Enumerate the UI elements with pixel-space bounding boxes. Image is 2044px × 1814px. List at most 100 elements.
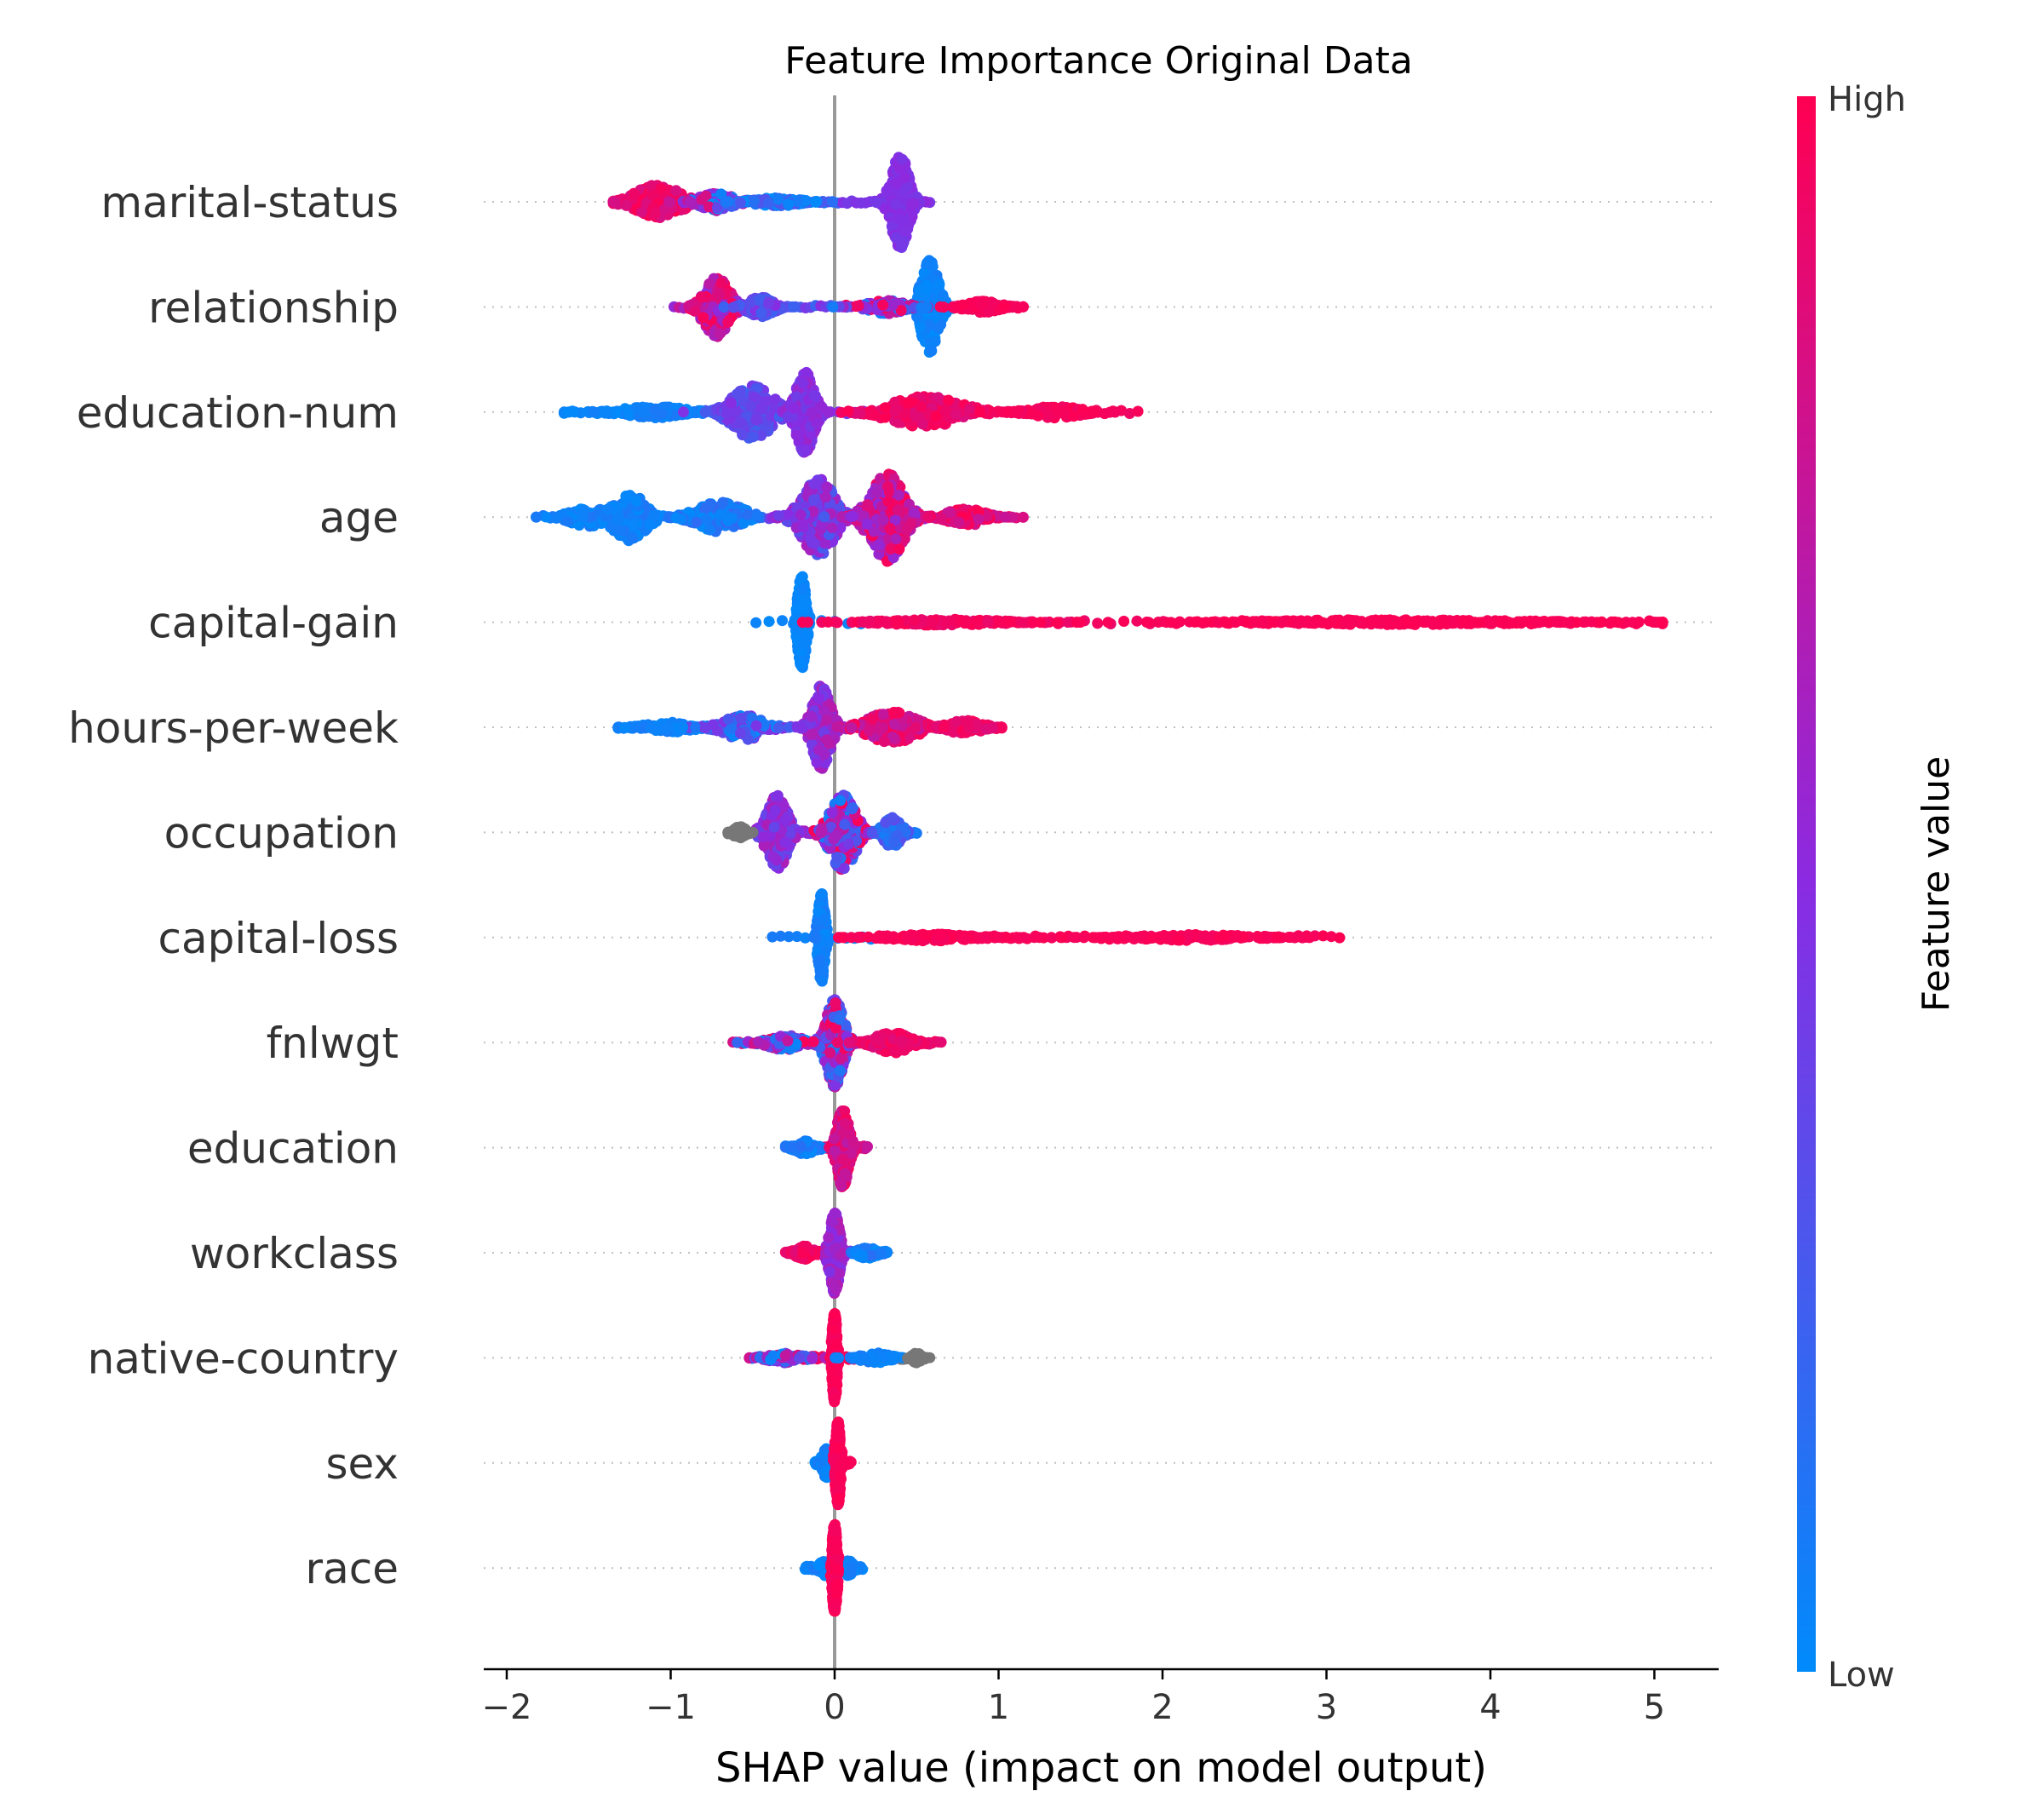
shap-point: [644, 519, 656, 531]
shap-point: [895, 238, 907, 250]
shap-point: [915, 321, 926, 333]
shap-point: [721, 408, 732, 420]
shap-point: [998, 301, 1010, 313]
shap-point: [1054, 405, 1065, 417]
shap-point: [661, 723, 673, 735]
shap-point: [720, 196, 732, 208]
shap-point: [695, 291, 707, 303]
shap-point: [882, 496, 894, 508]
shap-point: [904, 518, 916, 530]
shap-point: [648, 509, 660, 521]
shap-point: [899, 172, 910, 184]
shap-point: [861, 518, 873, 530]
shap-point: [787, 301, 799, 313]
shap-point: [703, 201, 715, 213]
shap-point: [795, 509, 807, 520]
shap-point: [1609, 616, 1621, 628]
shap-point: [880, 402, 891, 414]
shap-point: [722, 316, 734, 328]
shap-point: [621, 199, 632, 211]
shap-point: [614, 525, 626, 537]
shap-point: [800, 445, 812, 456]
shap-point: [821, 481, 833, 493]
shap-point: [623, 408, 634, 420]
shap-point: [735, 416, 747, 428]
feature-points-education-num: [558, 366, 1144, 458]
shap-point: [921, 258, 933, 270]
shap-point: [812, 417, 824, 429]
shap-point: [734, 197, 746, 209]
shap-point: [1366, 615, 1378, 627]
shap-point: [627, 532, 639, 544]
shap-point: [915, 401, 927, 412]
shap-point: [577, 511, 589, 523]
shap-point: [808, 389, 820, 401]
shap-point: [1551, 616, 1563, 628]
shap-point: [714, 328, 726, 340]
shap-point: [763, 616, 775, 628]
shap-point: [1230, 617, 1242, 629]
shap-point: [806, 406, 818, 418]
shap-point: [922, 511, 934, 523]
shap-point: [926, 345, 938, 357]
shap-point: [698, 312, 709, 324]
shap-point: [722, 713, 734, 725]
shap-point: [882, 480, 893, 492]
shap-point: [607, 196, 619, 208]
shap-point: [712, 202, 723, 214]
shap-point: [822, 406, 834, 418]
shap-point: [926, 617, 938, 629]
shap-point: [1092, 617, 1104, 629]
shap-point: [742, 508, 754, 520]
shap-point: [827, 301, 839, 313]
shap-point: [890, 533, 902, 545]
shap-point: [983, 306, 995, 318]
shap-point: [877, 299, 889, 311]
shap-point: [588, 406, 600, 418]
shap-point: [1346, 617, 1358, 629]
shap-point: [663, 196, 675, 208]
shap-point: [994, 617, 1006, 628]
shap-point: [796, 571, 808, 583]
shap-point: [737, 429, 749, 441]
shap-point: [755, 307, 767, 319]
shap-point: [1032, 410, 1044, 422]
shap-point: [636, 206, 648, 218]
shap-point: [908, 198, 919, 210]
shap-point: [797, 377, 809, 389]
shap-point: [772, 722, 784, 734]
shap-point: [1104, 406, 1116, 418]
shap-point: [1068, 410, 1080, 422]
shap-point: [808, 478, 820, 490]
shap-point: [763, 297, 775, 308]
shap-point: [1017, 301, 1029, 313]
shap-point: [750, 720, 762, 732]
shap-point: [646, 189, 658, 201]
shap-point: [863, 617, 875, 629]
shap-point: [974, 405, 986, 417]
shap-point: [891, 177, 903, 189]
shap-point: [943, 394, 955, 406]
shap-point: [1384, 615, 1395, 627]
shap-point: [715, 277, 727, 289]
shap-point: [870, 487, 882, 499]
shap-point: [1007, 301, 1019, 313]
feature-points-age: [531, 468, 1029, 567]
shap-point: [1484, 617, 1496, 629]
shap-point: [788, 403, 800, 415]
shap-point: [689, 305, 701, 317]
shap-point: [749, 195, 760, 207]
shap-point: [916, 301, 927, 313]
shap-point: [933, 392, 944, 404]
shap-point: [772, 193, 784, 205]
feature-points-marital-status: [607, 152, 936, 253]
shap-point: [713, 289, 725, 301]
shap-point: [1438, 614, 1450, 626]
shap-point: [1220, 616, 1232, 628]
shap-point: [893, 543, 905, 555]
shap-point: [769, 393, 781, 405]
shap-point: [894, 213, 906, 225]
feature-points-hours-per-week: [612, 680, 1008, 774]
shap-point: [1633, 616, 1645, 628]
